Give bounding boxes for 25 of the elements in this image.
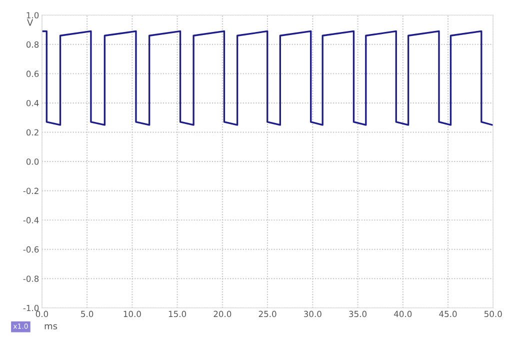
x-tick-label: 35.0 [349,310,367,318]
y-tick-label: 0.0 [26,158,39,165]
y-tick-label: 0.4 [26,100,39,106]
y-tick-label: -1.0 [23,304,39,312]
x-tick-label: 45.0 [439,310,457,318]
y-axis-title: V [27,19,34,26]
x-tick-label: 30.0 [304,310,322,318]
line-series [42,30,494,126]
y-tick-label: -0.4 [23,217,39,224]
x-tick-label: 5.0 [81,310,94,318]
y-tick-label: -0.8 [23,276,39,282]
x-tick-label: 0.0 [36,310,48,318]
x-tick-label: 20.0 [214,310,232,318]
y-tick-label: 0.8 [26,41,39,48]
x-tick-label: 40.0 [394,310,412,318]
y-tick-label: -0.6 [23,246,39,253]
x-tick-label: 25.0 [258,310,276,318]
y-tick-label: -0.2 [23,188,38,194]
x-tick-label: 15.0 [168,310,186,318]
x-axis-title: ms [44,324,58,330]
x-tick-label: 50.0 [484,310,502,318]
y-tick-label: 0.6 [26,70,39,77]
y-tick-label: 0.2 [26,129,38,136]
y-tick-label: 1.0 [26,12,39,18]
x-tick-label: 10.0 [124,310,141,318]
